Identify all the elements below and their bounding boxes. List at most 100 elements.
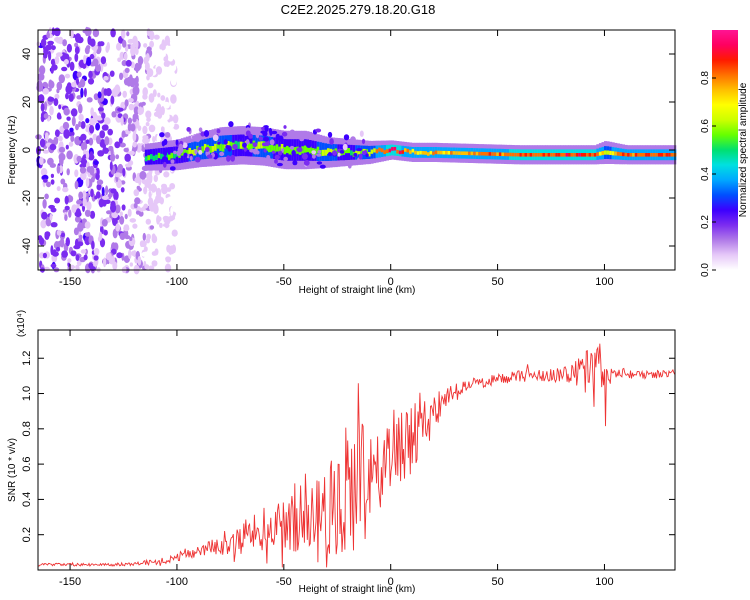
stray-cell	[178, 143, 184, 151]
noise-cell	[67, 261, 71, 268]
noise-cell	[47, 96, 55, 102]
noise-cell	[64, 195, 69, 205]
signal-core	[657, 153, 661, 157]
noise-cell	[78, 234, 83, 240]
stray-cell	[274, 159, 278, 164]
signal-core	[416, 151, 420, 155]
spectrogram-cells	[35, 26, 677, 275]
noise-cell	[92, 58, 99, 67]
signal-core	[409, 150, 413, 154]
noise-cell	[64, 73, 71, 79]
stray-cell	[169, 166, 176, 171]
noise-cell	[49, 163, 56, 168]
noise-cell	[101, 124, 109, 131]
noise-cell	[76, 241, 84, 247]
signal-core	[368, 152, 371, 157]
stray-cell	[299, 136, 305, 142]
noise-cell	[119, 215, 125, 225]
noise-cell	[54, 197, 61, 204]
signal-core	[373, 148, 377, 153]
noise-cell	[107, 128, 113, 136]
noise-cell	[130, 43, 136, 50]
noise-cell	[65, 92, 69, 100]
noise-cell	[64, 205, 70, 211]
noise-cell	[71, 116, 76, 127]
noise-cell	[170, 193, 177, 199]
snr-ytick-label: 0.8	[21, 421, 33, 436]
signal-core	[550, 153, 554, 157]
signal-core	[247, 142, 251, 150]
noise-cell	[137, 106, 143, 116]
stray-cell	[350, 136, 356, 144]
signal-core	[660, 153, 664, 157]
signal-core	[150, 154, 153, 160]
noise-cell	[39, 138, 46, 148]
noise-cell	[90, 107, 94, 116]
noise-cell	[113, 190, 119, 201]
spectrogram-xtick-label: -100	[166, 276, 188, 288]
colorbar-tick-label: 0.4	[700, 167, 711, 181]
snr-ylabel: SNR (10 * v/v)	[7, 438, 18, 502]
noise-cell	[41, 174, 49, 181]
signal-core	[265, 143, 269, 151]
noise-cell	[153, 111, 161, 117]
colorbar-tick-label: 0.0	[700, 263, 711, 277]
noise-cell	[105, 185, 109, 196]
signal-core	[375, 149, 379, 154]
noise-cell	[104, 136, 110, 146]
noise-cell	[91, 240, 95, 250]
stray-cell	[245, 130, 251, 136]
noise-cell	[169, 183, 176, 190]
noise-cell	[74, 42, 79, 48]
noise-cell	[121, 204, 126, 211]
noise-cell	[151, 251, 158, 256]
noise-cell	[168, 126, 174, 135]
noise-cell	[46, 31, 50, 39]
noise-cell	[133, 106, 140, 115]
noise-cell	[129, 262, 133, 267]
stray-cell	[289, 145, 295, 150]
noise-cell	[43, 52, 48, 59]
noise-cell	[76, 155, 82, 163]
signal-core	[388, 148, 392, 153]
stray-cell	[271, 130, 278, 135]
noise-cell	[114, 172, 122, 178]
stray-cell	[228, 121, 234, 128]
signal-core	[268, 145, 271, 153]
signal-core	[398, 150, 402, 155]
stray-cell	[204, 147, 210, 152]
noise-cell	[48, 79, 53, 88]
stray-cell	[319, 164, 326, 169]
signal-core	[609, 150, 613, 155]
noise-cell	[160, 126, 165, 133]
signal-core	[593, 153, 597, 157]
signal-core	[545, 153, 548, 157]
spectrogram-ytick-label: 20	[21, 96, 33, 108]
signal-core	[419, 150, 423, 155]
signal-core	[275, 144, 279, 152]
noise-cell	[168, 56, 173, 62]
noise-cell	[171, 229, 178, 237]
noise-cell	[132, 131, 137, 142]
noise-cell	[170, 77, 177, 86]
signal-core	[665, 153, 669, 157]
stray-cell	[283, 125, 287, 129]
stray-cell	[329, 138, 334, 145]
stray-cell	[322, 136, 329, 141]
signal-core	[221, 144, 225, 152]
noise-cell	[168, 215, 176, 221]
noise-cell	[51, 45, 56, 51]
noise-cell	[58, 146, 66, 153]
noise-cell	[162, 52, 166, 57]
noise-cell	[97, 150, 105, 157]
signal-core	[424, 151, 428, 155]
signal-core	[506, 152, 510, 157]
noise-cell	[66, 150, 73, 160]
noise-cell	[101, 219, 108, 227]
signal-core	[614, 151, 618, 156]
noise-cell	[45, 216, 52, 227]
noise-cell	[80, 249, 87, 254]
spectrogram-ylabel: Frequency (Hz)	[7, 116, 18, 185]
signal-core	[588, 153, 592, 157]
noise-cell	[53, 136, 59, 145]
